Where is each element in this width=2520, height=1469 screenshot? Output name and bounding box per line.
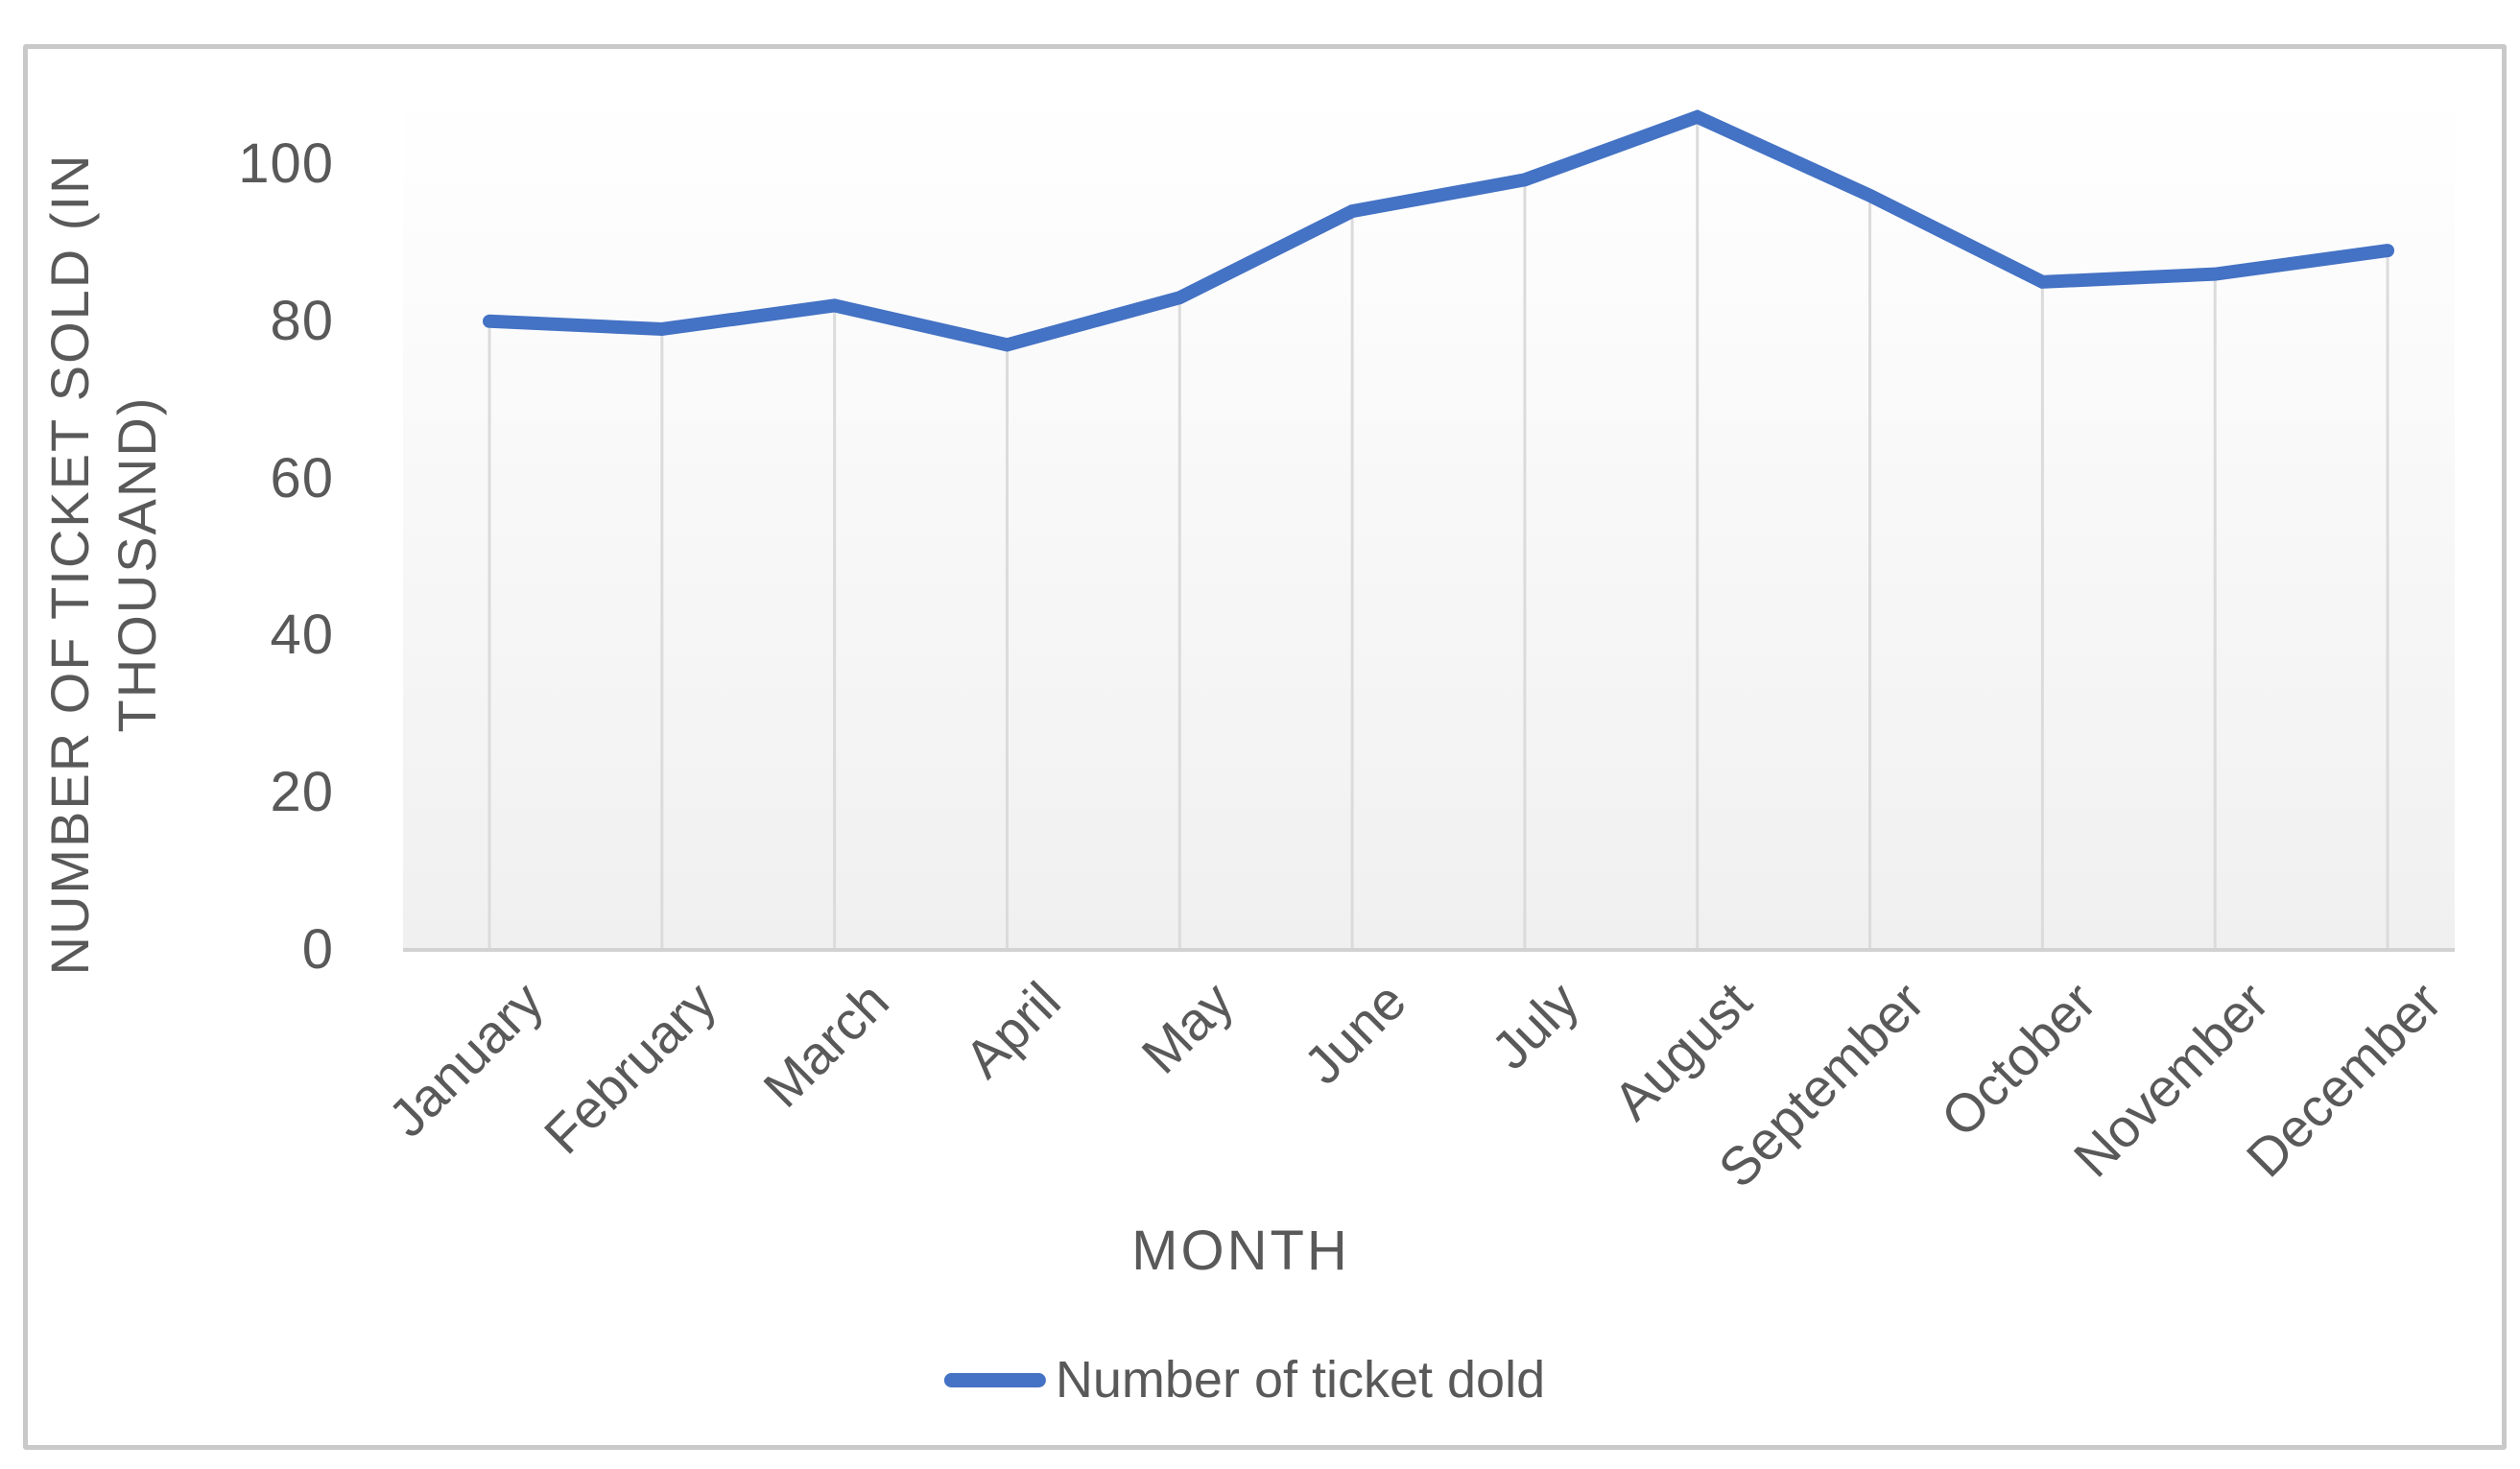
y-tick-label-60: 60 — [270, 446, 334, 509]
y-tick-label-0: 0 — [301, 918, 334, 981]
legend: Number of ticket dold — [943, 1341, 1546, 1418]
y-tick-label-80: 80 — [270, 289, 334, 352]
y-axis-title: NUMBER OF TICKET SOLD (IN THOUSAND) — [36, 123, 171, 1006]
series-line — [483, 109, 2395, 352]
y-axis-title-line2: THOUSAND) — [107, 395, 167, 733]
y-axis-title-line1: NUMBER OF TICKET SOLD (IN — [39, 153, 100, 976]
legend-line-swatch — [943, 1372, 1046, 1387]
y-tick-label-100: 100 — [238, 132, 334, 195]
y-tick-label-20: 20 — [270, 761, 334, 824]
x-axis-title: MONTH — [1131, 1220, 1350, 1282]
legend-series-label: Number of ticket dold — [1055, 1351, 1546, 1409]
y-tick-label-40: 40 — [270, 604, 334, 667]
plot-area — [403, 83, 2455, 950]
